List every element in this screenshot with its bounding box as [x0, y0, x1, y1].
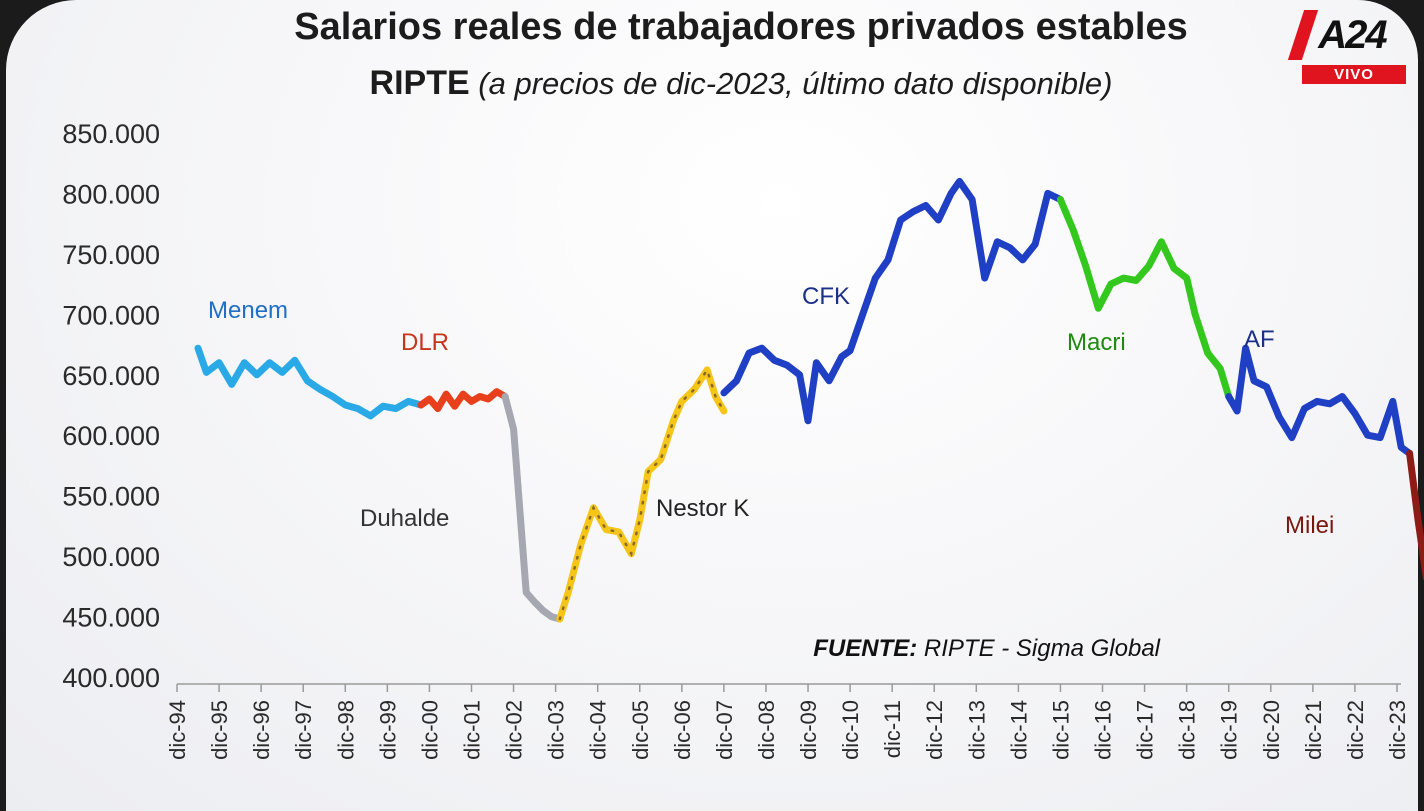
- logo-text: A24: [1318, 13, 1387, 57]
- x-tick-label: dic-09: [796, 700, 821, 760]
- annotation-duhalde: Duhalde: [360, 505, 449, 532]
- x-axis: dic-94 dic-95 dic-96 dic-97 dic-98 dic-99 dic-…: [165, 683, 1410, 760]
- x-tick-label: dic-11: [880, 700, 905, 758]
- x-tick-label: dic-94: [165, 700, 190, 760]
- chart-annotations: Menem DLR Duhalde Nestor K CFK Macri AF Milei: [208, 283, 1334, 539]
- y-tick-label: 450.000: [62, 603, 160, 633]
- tv-screen: Salarios reales de trabajadores privados…: [6, 0, 1418, 811]
- y-tick-label: 550.000: [62, 482, 160, 512]
- x-tick-label: dic-07: [712, 700, 737, 760]
- x-tick-label: dic-05: [628, 700, 653, 760]
- series-line-cfk: [720, 177, 1064, 425]
- x-tick-label: dic-19: [1217, 700, 1242, 760]
- x-tick-label: dic-22: [1343, 700, 1368, 760]
- subtitle-note: (a precios de dic-2023, último dato disp…: [478, 66, 1113, 101]
- annotation-dlr: DLR: [401, 329, 449, 356]
- annotation-nestor-k: Nestor K: [656, 495, 749, 522]
- annotation-macri: Macri: [1067, 329, 1126, 356]
- y-tick-label: 600.000: [62, 421, 160, 451]
- chart-series: [194, 177, 1424, 623]
- x-tick-label: dic-97: [291, 700, 316, 760]
- x-tick-label: dic-10: [838, 700, 863, 760]
- series-dots-nestor-k: [558, 367, 726, 621]
- annotation-cfk: CFK: [802, 283, 850, 310]
- x-tick-label: dic-13: [964, 700, 989, 760]
- y-tick-label: 500.000: [62, 542, 160, 572]
- y-tick-label: 700.000: [62, 300, 160, 330]
- series-line-af: [1225, 344, 1414, 457]
- x-tick-label: dic-03: [544, 700, 569, 760]
- x-tick-label: dic-15: [1048, 700, 1073, 760]
- x-tick-label: dic-06: [670, 700, 695, 760]
- chart-title: Salarios reales de trabajadores privados…: [294, 6, 1188, 48]
- x-tick-label: dic-18: [1175, 700, 1200, 760]
- x-tick-label: dic-21: [1301, 700, 1326, 760]
- series-line-macri: [1056, 196, 1233, 400]
- x-tick-label: dic-12: [922, 700, 947, 760]
- x-tick-label: dic-96: [249, 700, 274, 760]
- x-tick-label: dic-99: [375, 700, 400, 760]
- annotation-milei: Milei: [1285, 512, 1334, 539]
- x-tick-label: dic-17: [1133, 700, 1158, 760]
- chart-subtitle: RIPTE (a precios de dic-2023, último dat…: [186, 64, 1296, 103]
- x-tick-label: dic-14: [1006, 700, 1031, 760]
- subtitle-ripte: RIPTE: [369, 64, 470, 102]
- x-tick-label: dic-02: [502, 700, 527, 760]
- x-tick-label: dic-01: [459, 700, 484, 760]
- x-tick-label: dic-23: [1385, 700, 1410, 760]
- annotation-af: AF: [1244, 326, 1275, 353]
- series-line-milei: [1406, 449, 1424, 581]
- y-tick-label: 800.000: [62, 179, 160, 209]
- y-axis: 850.000 800.000 750.000 700.000 650.000 600.0…: [62, 119, 160, 693]
- chart-source: FUENTE: RIPTE - Sigma Global: [813, 635, 1160, 662]
- series-line-dlr: [417, 388, 509, 413]
- x-tick-label: dic-20: [1259, 700, 1284, 760]
- live-badge: VIVO: [1302, 65, 1406, 84]
- x-tick-label: dic-95: [207, 700, 232, 760]
- y-tick-label: 400.000: [62, 663, 160, 693]
- y-tick-label: 850.000: [62, 119, 160, 149]
- series-line-menem: [194, 344, 425, 420]
- series-line-duhalde: [501, 393, 564, 623]
- x-tick-label: dic-04: [586, 700, 611, 760]
- x-tick-label: dic-00: [417, 700, 442, 760]
- channel-logo: A24 VIVO: [1287, 6, 1408, 84]
- y-tick-label: 650.000: [62, 361, 160, 391]
- x-tick-label: dic-08: [754, 700, 779, 760]
- annotation-menem: Menem: [208, 297, 288, 324]
- y-tick-label: 750.000: [62, 240, 160, 270]
- x-tick-label: dic-98: [333, 700, 358, 760]
- x-tick-label: dic-16: [1091, 700, 1116, 760]
